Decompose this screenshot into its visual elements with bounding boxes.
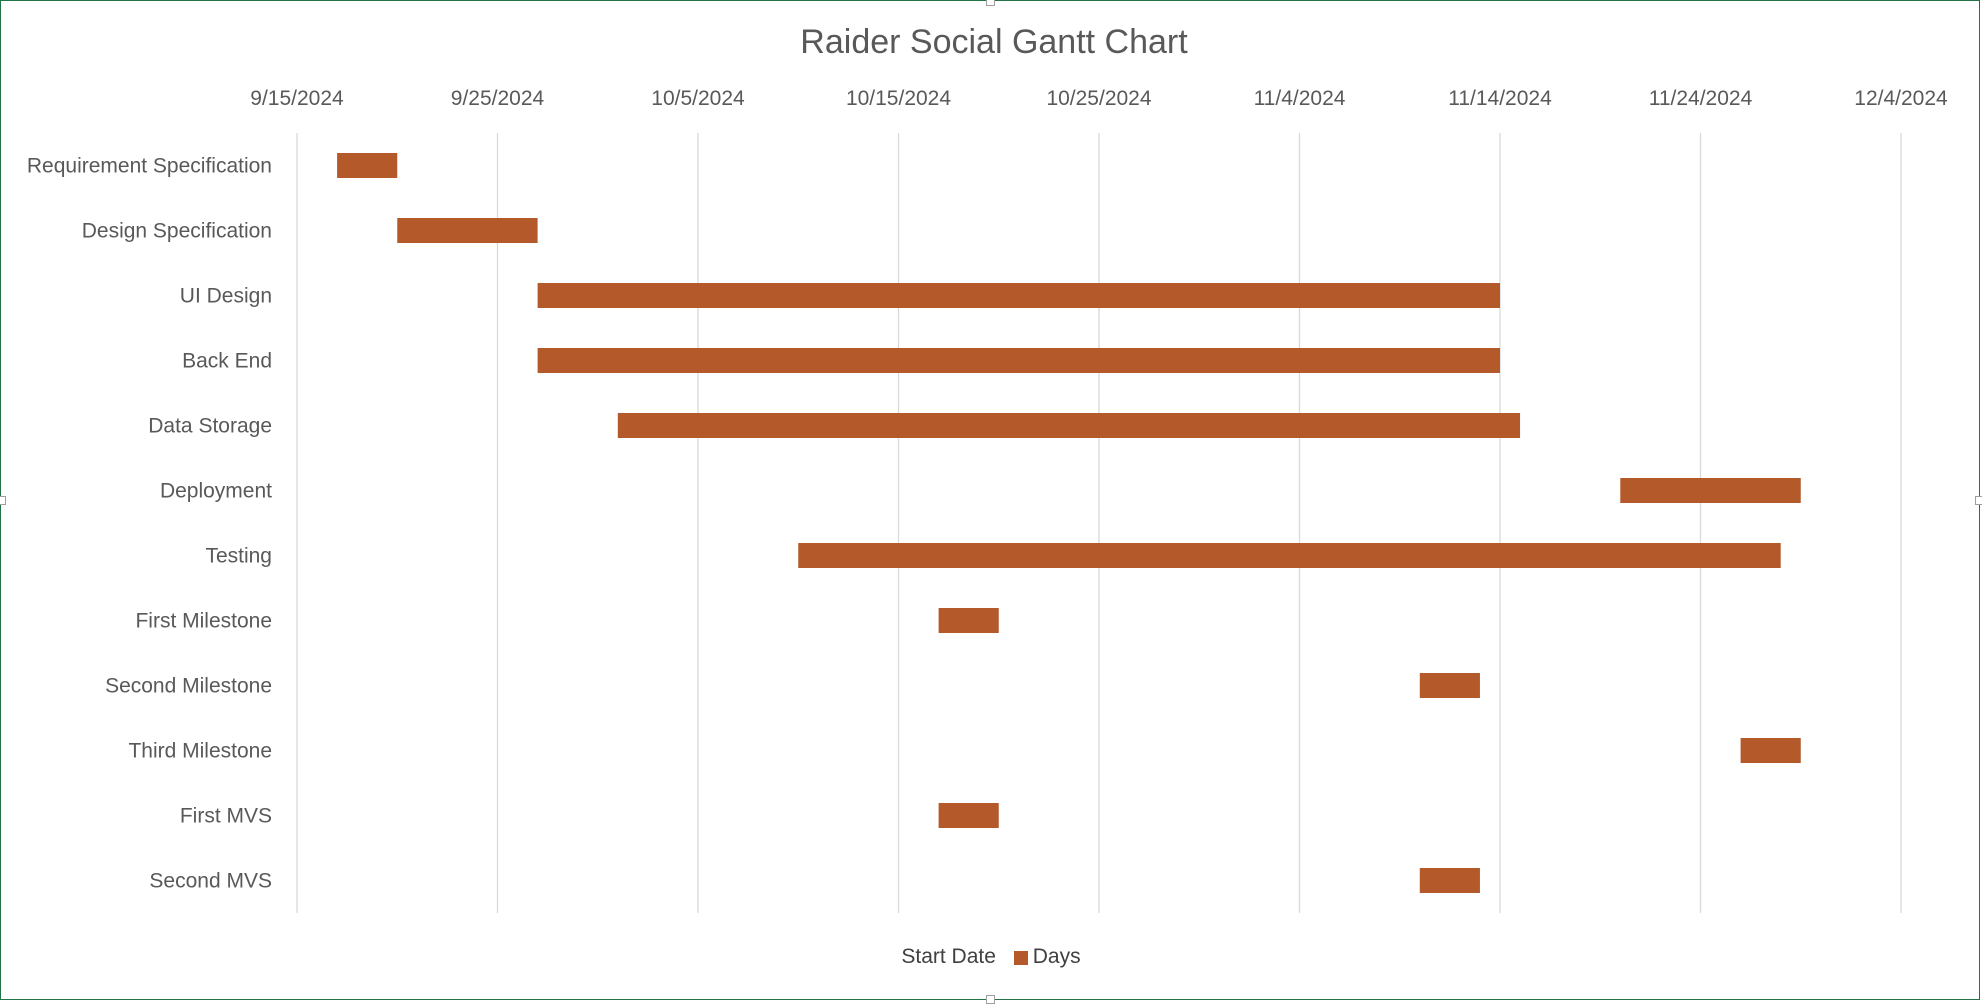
gantt-bar [537,283,1500,308]
gantt-bar [537,348,1500,373]
category-label: First MVS [180,805,272,828]
gantt-bar [798,543,1781,568]
gantt-bar [1740,738,1801,763]
gantt-bar [397,218,538,243]
legend-label-start-date: Start Date [901,945,996,969]
resize-handle-right[interactable] [1975,496,1982,505]
category-label: First Milestone [135,610,272,633]
x-tick-label: 9/15/2024 [250,87,344,110]
category-label: UI Design [180,285,272,308]
legend-swatch-days [1013,950,1028,965]
x-tick-label: 11/14/2024 [1448,87,1552,110]
category-label: Deployment [160,480,272,503]
category-label: Back End [182,350,272,373]
legend-label-days: Days [1032,945,1081,969]
legend: Start Date Days [1,945,1981,969]
category-label: Data Storage [148,415,272,438]
x-tick-label: 9/25/2024 [451,87,545,110]
gantt-bar [1620,478,1801,503]
resize-handle-left[interactable] [0,496,6,505]
x-tick-label: 11/24/2024 [1649,87,1753,110]
category-label: Design Specification [82,220,272,243]
chart-title: Raider Social Gantt Chart [800,23,1188,61]
resize-handle-bottom[interactable] [986,995,995,1004]
gantt-bar [337,153,398,178]
x-tick-label: 10/5/2024 [651,87,745,110]
x-tick-label: 10/15/2024 [846,87,951,110]
gantt-bar [938,803,999,828]
category-label: Requirement Specification [27,155,272,178]
x-tick-label: 12/4/2024 [1854,87,1948,110]
category-label: Third Milestone [128,740,272,763]
gantt-bar [1419,673,1480,698]
legend-entry-days: Days [1013,945,1081,969]
gantt-bar [617,413,1521,438]
gantt-bar [1419,868,1480,893]
category-label: Testing [205,545,272,568]
x-tick-label: 11/4/2024 [1254,87,1346,110]
category-label: Second MVS [149,870,272,893]
legend-entry-start-date: Start Date [901,945,996,969]
gantt-bar [938,608,999,633]
resize-handle-top[interactable] [986,0,995,6]
category-label: Second Milestone [105,675,272,698]
x-tick-label: 10/25/2024 [1046,87,1151,110]
